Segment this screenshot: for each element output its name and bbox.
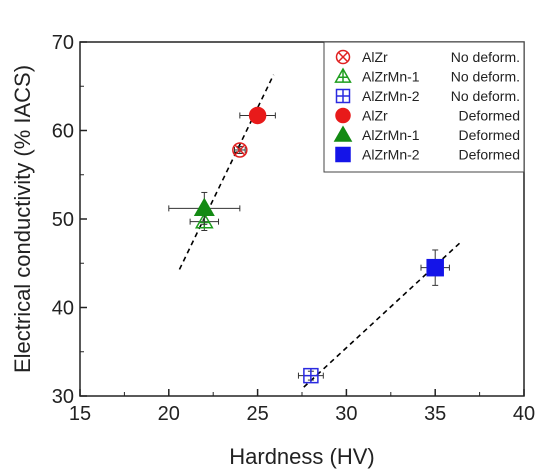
- data-point: [168, 191, 241, 225]
- legend-series-state: No deform.: [451, 49, 520, 65]
- data-points: [168, 106, 450, 384]
- y-tick-label: 50: [52, 209, 74, 231]
- y-tick-label: 30: [52, 386, 74, 408]
- fit-line: [178, 74, 275, 270]
- legend: AlZr No deform.AlZrMn-1 No deform.AlZrMn-2…: [333, 49, 520, 163]
- legend-series-state: Deformed: [459, 147, 520, 163]
- marker-triangle: [193, 197, 215, 217]
- legend-entry: AlZrMn-1 Deformed: [333, 125, 520, 143]
- x-tick-label: 25: [246, 403, 268, 425]
- y-tick-label: 60: [52, 121, 74, 143]
- marker-square: [335, 146, 351, 163]
- legend-series-state: No deform.: [451, 88, 520, 104]
- marker-triangle: [333, 125, 353, 142]
- y-axis-title: Electrical conductivity (% IACS): [10, 65, 35, 373]
- marker-circle: [248, 106, 267, 125]
- marker-circle: [335, 107, 351, 124]
- legend-entry: AlZrMn-2 Deformed: [335, 146, 520, 163]
- data-point: [297, 367, 324, 384]
- x-tick-label: 40: [513, 403, 535, 425]
- x-tick-label: 35: [424, 403, 446, 425]
- legend-box: [323, 41, 525, 173]
- x-tick-label: 30: [335, 403, 357, 425]
- y-tick-label: 40: [52, 298, 74, 320]
- legend-entry: AlZr No deform.: [335, 49, 520, 65]
- legend-series-name: AlZr: [362, 49, 388, 65]
- marker-square: [426, 258, 444, 277]
- legend-entry: AlZrMn-1 No deform.: [334, 67, 520, 85]
- data-point: [239, 106, 276, 125]
- axis-ticks: 15 20 25 30 35 40 30 40 50 60 70: [52, 32, 535, 425]
- marker-cross: [337, 51, 349, 63]
- legend-series-state: Deformed: [459, 127, 520, 143]
- legend-entry: AlZr Deformed: [335, 107, 520, 124]
- legend-series-state: Deformed: [459, 108, 520, 124]
- marker-circle: [335, 49, 351, 65]
- marker-circle: [232, 142, 248, 158]
- legend-series-name: AlZrMn-2: [362, 147, 420, 163]
- legend-entry: AlZrMn-2 No deform.: [335, 88, 520, 104]
- legend-series-name: AlZr: [362, 108, 388, 124]
- data-point: [420, 249, 450, 286]
- legend-series-name: AlZrMn-1: [362, 69, 420, 85]
- x-tick-label: 15: [69, 403, 91, 425]
- y-tick-label: 70: [52, 32, 74, 54]
- legend-series-name: AlZrMn-2: [362, 88, 420, 104]
- marker-cross: [234, 144, 246, 156]
- legend-series-state: No deform.: [451, 69, 520, 85]
- legend-series-name: AlZrMn-1: [362, 127, 420, 143]
- data-point: [232, 142, 248, 158]
- x-axis-title: Hardness (HV): [229, 444, 374, 469]
- x-tick-label: 20: [158, 403, 180, 425]
